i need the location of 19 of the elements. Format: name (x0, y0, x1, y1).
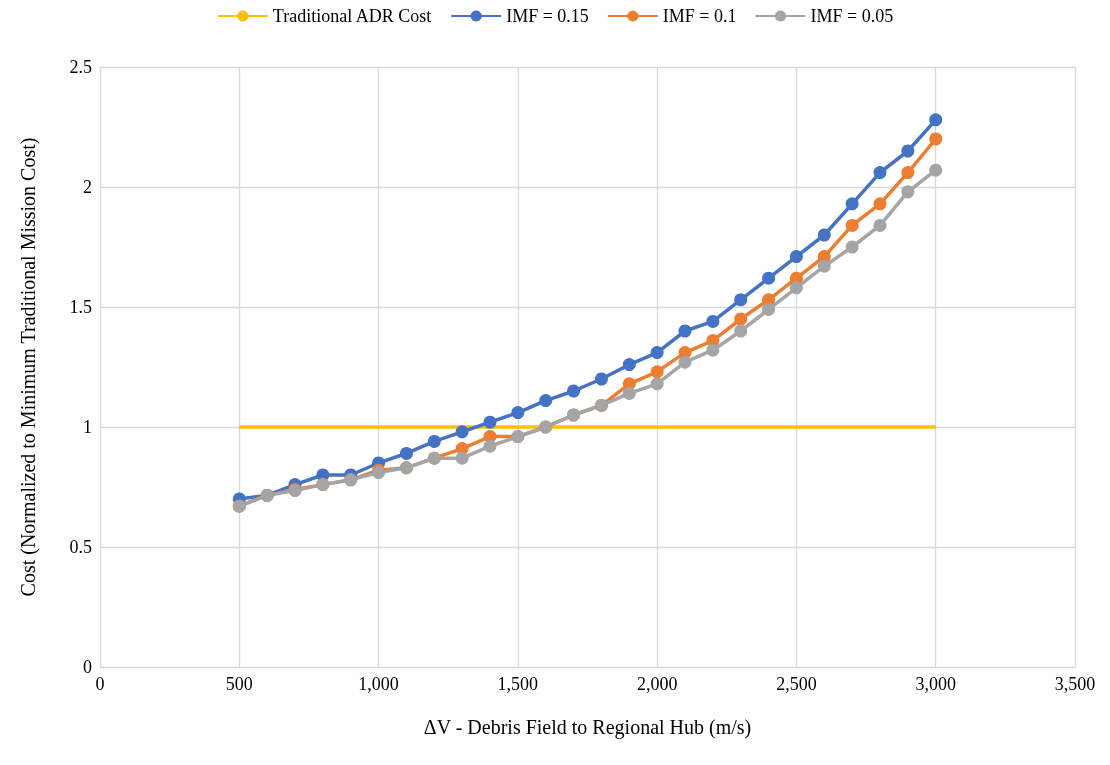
x-tick-label: 2,500 (776, 674, 817, 694)
x-tick-label: 2,000 (636, 674, 678, 694)
y-tick-label: 1.5 (69, 297, 92, 317)
legend-label: IMF = 0.1 (662, 6, 737, 26)
legend-label: IMF = 0.05 (810, 6, 894, 26)
x-tick-label: 500 (225, 674, 253, 694)
x-tick-label: 1,000 (358, 674, 399, 694)
legend-label: Traditional ADR Cost (272, 6, 432, 26)
x-axis-title: ΔV - Debris Field to Regional Hub (m/s) (423, 716, 752, 739)
y-axis-title: Cost (Normalized to Minimum Traditional Mission Cost) (17, 137, 40, 597)
y-tick-label: 1 (83, 417, 92, 437)
x-tick-label: 3,500 (1054, 674, 1096, 694)
x-tick-label: 3,000 (915, 674, 956, 694)
y-tick-label: 0.5 (69, 537, 92, 557)
legend-label: IMF = 0.15 (506, 6, 589, 26)
y-tick-label: 2.5 (69, 57, 92, 77)
y-tick-label: 0 (83, 657, 92, 677)
x-tick-label: 1,500 (497, 674, 539, 694)
y-tick-label: 2 (83, 177, 92, 197)
